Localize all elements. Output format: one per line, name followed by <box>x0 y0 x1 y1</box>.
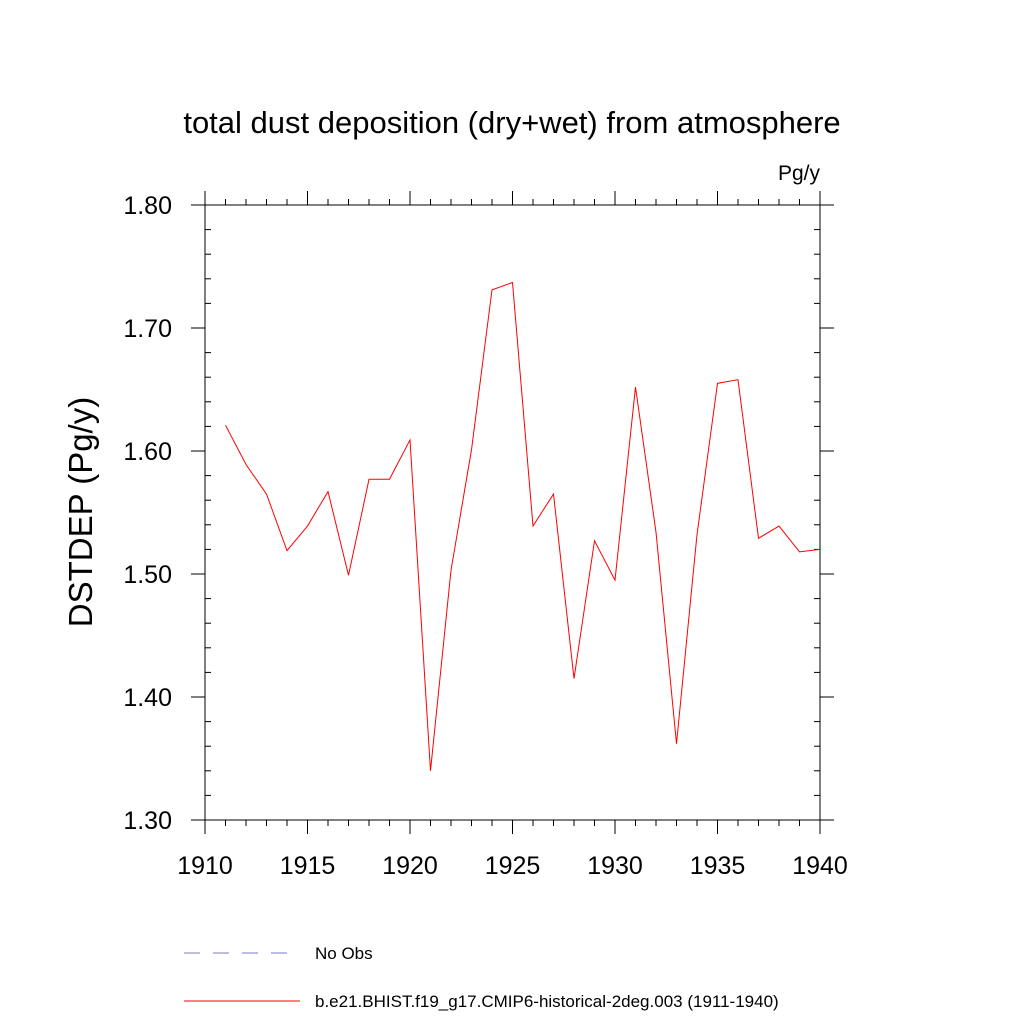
x-tick-label: 1925 <box>485 852 541 880</box>
y-axis-label: DSTDEP (Pg/y) <box>62 397 99 627</box>
y-axis: 1.30 1.40 1.50 1.60 1.70 1.80 <box>123 192 834 835</box>
legend: No Obs b.e21.BHIST.f19_g17.CMIP6-historic… <box>184 944 779 1011</box>
units-label: Pg/y <box>778 162 821 185</box>
series-line <box>225 281 821 771</box>
y-tick-label: 1.70 <box>123 315 172 343</box>
x-tick-label: 1930 <box>587 852 643 880</box>
plot-frame <box>204 204 821 821</box>
x-tick-label: 1915 <box>280 852 336 880</box>
y-tick-label: 1.60 <box>123 438 172 466</box>
legend-label: b.e21.BHIST.f19_g17.CMIP6-historical-2de… <box>315 992 779 1011</box>
y-tick-label: 1.40 <box>123 684 172 712</box>
x-tick-label: 1910 <box>177 852 233 880</box>
y-tick-label: 1.30 <box>123 807 172 835</box>
x-tick-label: 1940 <box>792 852 848 880</box>
chart-title: total dust deposition (dry+wet) from atm… <box>183 105 840 140</box>
x-tick-label: 1920 <box>382 852 438 880</box>
series-layer <box>225 281 821 771</box>
x-tick-label: 1935 <box>690 852 746 880</box>
legend-label: No Obs <box>315 944 373 963</box>
x-axis: 1910 1915 1920 1925 1930 1935 1940 <box>177 191 848 880</box>
y-tick-label: 1.80 <box>123 192 172 220</box>
y-tick-label: 1.50 <box>123 561 172 589</box>
